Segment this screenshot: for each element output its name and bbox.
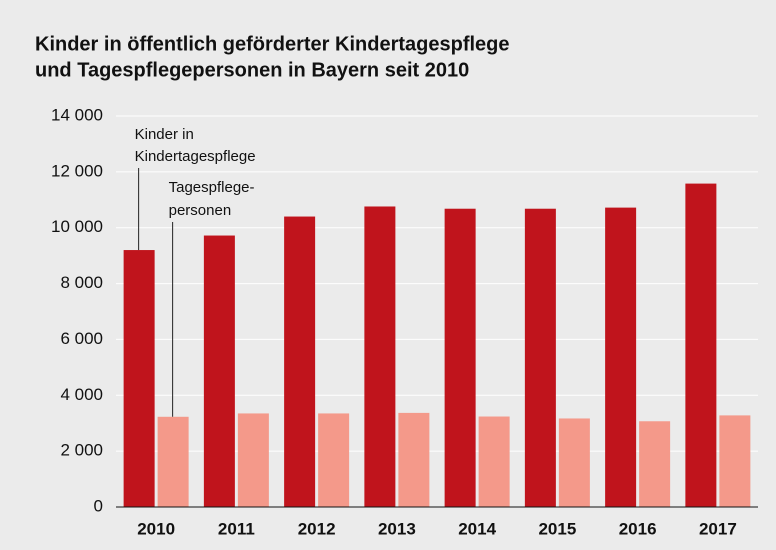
series-label: Kindertagespflege [135,148,256,165]
y-tick-label: 4 000 [60,385,103,404]
bar [719,415,751,507]
bar [605,207,637,507]
x-tick-label: 2013 [378,519,416,538]
bar [237,413,269,507]
y-tick-label: 10 000 [51,217,103,236]
bar [524,208,556,508]
x-tick-label: 2016 [619,519,657,538]
x-tick-label: 2014 [458,519,496,538]
bar [478,416,510,507]
y-tick-label: 0 [94,496,103,515]
bar [444,208,476,508]
y-tick-label: 12 000 [51,161,103,180]
series-label: personen [169,202,232,219]
x-tick-label: 2011 [218,519,255,538]
bar [364,206,396,507]
x-tick-label: 2015 [538,519,576,538]
y-tick-label: 2 000 [60,441,103,460]
series-label: Tagespflege- [169,179,255,196]
bar [318,413,350,507]
bar [685,183,717,507]
bar [398,412,430,507]
x-tick-label: 2010 [137,519,175,538]
bar [284,216,316,508]
bar [203,235,235,507]
y-tick-label: 8 000 [60,273,103,292]
x-tick-label: 2017 [699,519,737,538]
bar [123,250,155,508]
chart-title: und Tagespflegepersonen in Bayern seit 2… [35,59,469,81]
bar [157,416,189,507]
y-tick-label: 6 000 [60,329,103,348]
y-tick-label: 14 000 [51,105,103,124]
bar [639,421,671,507]
chart-title: Kinder in öffentlich geförderter Kindert… [35,33,510,55]
x-tick-label: 2012 [298,519,336,538]
series-label: Kinder in [135,126,194,143]
bar [558,418,590,507]
